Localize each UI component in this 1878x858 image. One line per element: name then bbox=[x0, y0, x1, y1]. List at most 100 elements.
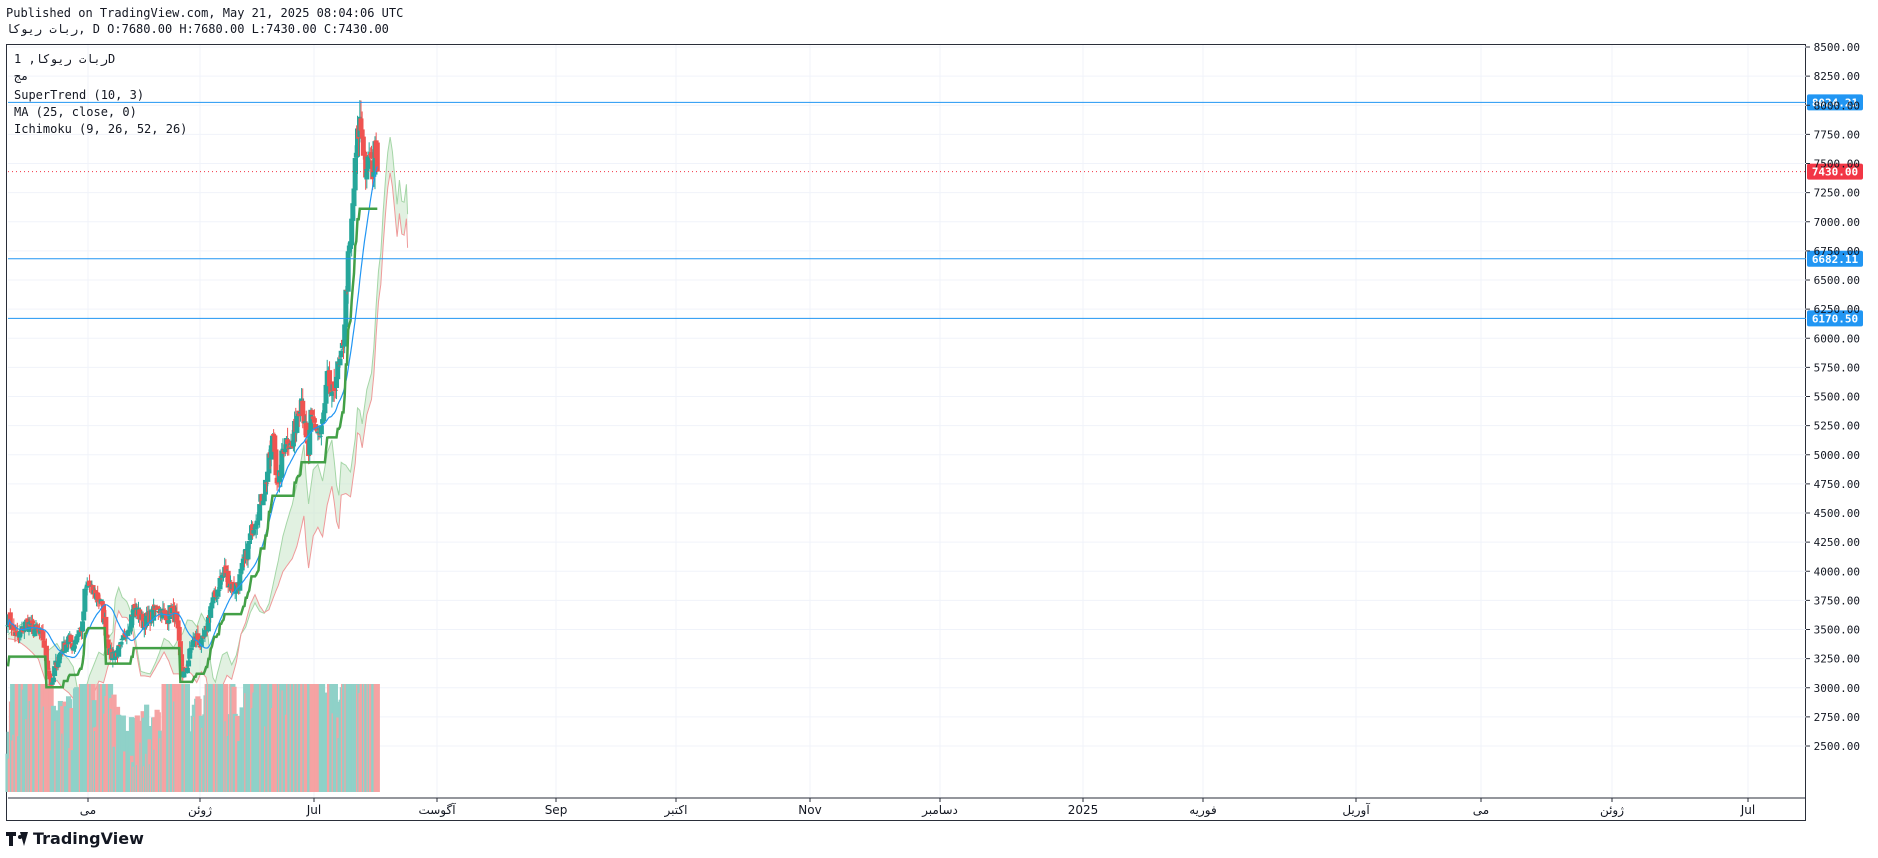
candle-body bbox=[240, 558, 246, 564]
candle-body bbox=[205, 616, 211, 632]
candle-body bbox=[261, 494, 267, 502]
candle-body bbox=[245, 543, 251, 560]
candle-body bbox=[63, 644, 69, 652]
candle-body bbox=[309, 410, 315, 415]
candle-body bbox=[40, 631, 46, 641]
candle-body bbox=[162, 610, 168, 615]
candle-body bbox=[48, 678, 54, 686]
x-tick-label: می bbox=[80, 803, 96, 817]
candle-body bbox=[41, 640, 47, 648]
candle-body bbox=[268, 445, 274, 460]
level-label: 6682.11 bbox=[1812, 253, 1859, 266]
x-tick-label: 2025 bbox=[1068, 803, 1099, 817]
y-tick-label: 7500.00 bbox=[1814, 158, 1860, 171]
y-tick-label: 2500.00 bbox=[1814, 740, 1860, 753]
y-tick-label: 4750.00 bbox=[1814, 478, 1860, 491]
candle-body bbox=[195, 633, 201, 640]
x-tick-label: Sep bbox=[545, 803, 568, 817]
candle-body bbox=[117, 644, 123, 646]
ichimoku-legend[interactable]: Ichimoku (9, 26, 52, 26) bbox=[14, 122, 188, 136]
symbol-legend[interactable]: ربات ریوکا, 1D bbox=[14, 52, 116, 66]
y-tick-label: 4500.00 bbox=[1814, 507, 1860, 520]
candlesticks bbox=[5, 100, 380, 688]
candle-body bbox=[314, 427, 320, 431]
candle-body bbox=[104, 634, 110, 638]
candle-body bbox=[46, 670, 52, 675]
candle-body bbox=[290, 440, 296, 447]
candle-body bbox=[174, 611, 180, 622]
candle-body bbox=[285, 439, 291, 445]
candle-body bbox=[345, 251, 351, 292]
x-tick-label: دسامبر bbox=[921, 803, 958, 818]
candle-body bbox=[311, 418, 317, 423]
candle-body bbox=[342, 324, 348, 347]
x-tick-label: می bbox=[1473, 803, 1489, 817]
y-tick-label: 6250.00 bbox=[1814, 303, 1860, 316]
tradingview-logo: TradingView bbox=[6, 829, 144, 848]
candle-body bbox=[257, 504, 263, 521]
candle-body bbox=[45, 660, 51, 670]
ma-line bbox=[7, 166, 378, 659]
candle-body bbox=[355, 128, 360, 157]
candle-body bbox=[71, 645, 77, 649]
y-tick-label: 2750.00 bbox=[1814, 711, 1860, 724]
candle-body bbox=[318, 425, 324, 435]
candle-body bbox=[70, 647, 76, 651]
candle-body bbox=[301, 414, 307, 424]
candle-body bbox=[238, 568, 244, 574]
ma-legend[interactable]: MA (25, close, 0) bbox=[14, 105, 137, 119]
candle-body bbox=[190, 640, 196, 647]
candle-body bbox=[303, 422, 309, 438]
candle-body bbox=[95, 592, 101, 600]
level-label-bg bbox=[1807, 310, 1863, 327]
y-tick-label: 5000.00 bbox=[1814, 449, 1860, 462]
candle-body bbox=[294, 415, 300, 433]
candle-body bbox=[260, 500, 266, 506]
candle-body bbox=[124, 637, 130, 639]
candle-body bbox=[179, 654, 185, 667]
candle-body bbox=[329, 392, 335, 396]
candle-body bbox=[151, 606, 157, 621]
candle-body bbox=[266, 453, 272, 474]
candle-body bbox=[198, 639, 204, 647]
x-tick-label: Nov bbox=[798, 803, 821, 817]
candle-body bbox=[214, 597, 220, 599]
candle-body bbox=[215, 589, 221, 597]
candle-body bbox=[201, 636, 207, 638]
candle-body bbox=[57, 652, 63, 656]
last-price-label: 7430.00 bbox=[1812, 166, 1858, 179]
candle-body bbox=[186, 660, 192, 667]
y-tick-label: 5250.00 bbox=[1814, 420, 1860, 433]
candle-body bbox=[154, 606, 160, 610]
y-tick-label: 3000.00 bbox=[1814, 682, 1860, 695]
candle-body bbox=[332, 389, 338, 391]
candle-body bbox=[127, 627, 133, 632]
supertrend-legend[interactable]: SuperTrend (10, 3) bbox=[14, 88, 145, 102]
candle-body bbox=[302, 421, 308, 424]
level-label-bg bbox=[1807, 94, 1863, 111]
y-tick-label: 4250.00 bbox=[1814, 536, 1860, 549]
candle-body bbox=[47, 673, 53, 680]
tradingview-icon bbox=[6, 831, 28, 846]
candle-body bbox=[352, 158, 358, 191]
volume-bars bbox=[5, 684, 380, 792]
candle-body bbox=[176, 626, 182, 641]
y-tick-label: 8500.00 bbox=[1814, 41, 1860, 54]
candle-body bbox=[310, 416, 316, 420]
tradingview-wordmark: TradingView bbox=[33, 829, 144, 848]
candle-body bbox=[350, 203, 356, 221]
candle-body bbox=[317, 435, 323, 437]
candle-body bbox=[74, 636, 80, 643]
y-tick-label: 5500.00 bbox=[1814, 391, 1860, 404]
candle-body bbox=[368, 152, 374, 158]
last-price-label-bg bbox=[1807, 163, 1863, 180]
candle-body bbox=[27, 623, 33, 627]
candle-body bbox=[219, 574, 225, 578]
candle-body bbox=[225, 570, 231, 588]
candle-body bbox=[11, 624, 17, 631]
publish-info: Published on TradingView.com, May 21, 20… bbox=[6, 6, 404, 20]
candle-body bbox=[34, 625, 40, 629]
chart-frame[interactable] bbox=[6, 44, 1806, 821]
x-tick-label: فوریه bbox=[1189, 803, 1217, 818]
